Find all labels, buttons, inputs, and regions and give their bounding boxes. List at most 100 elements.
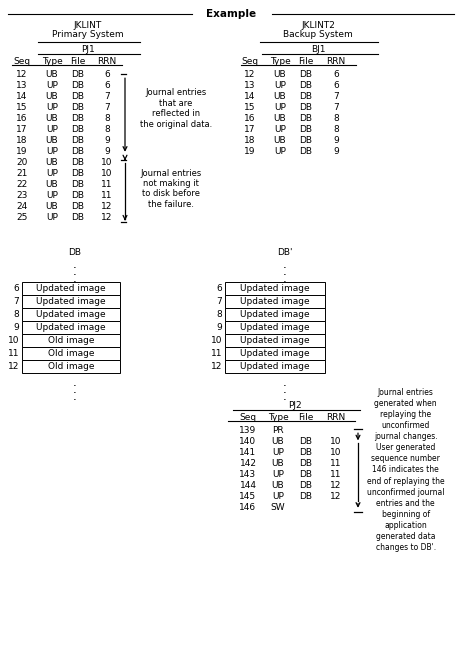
Text: 12: 12 — [244, 70, 255, 79]
Text: DB: DB — [299, 470, 312, 479]
Text: UB: UB — [274, 114, 286, 123]
Text: UB: UB — [46, 136, 58, 145]
Text: 24: 24 — [16, 202, 28, 211]
Text: RRN: RRN — [326, 57, 346, 66]
Text: DB: DB — [299, 114, 312, 123]
Text: 19: 19 — [244, 147, 256, 156]
Bar — [22, 334, 120, 347]
Text: 20: 20 — [16, 158, 28, 167]
Text: 10: 10 — [101, 158, 113, 167]
Text: DB: DB — [72, 81, 85, 90]
Text: DB: DB — [72, 169, 85, 178]
Text: 8: 8 — [333, 114, 339, 123]
Text: 13: 13 — [16, 81, 28, 90]
Text: Type: Type — [42, 57, 62, 66]
Text: DB: DB — [299, 136, 312, 145]
Text: 12: 12 — [101, 202, 113, 211]
Text: 6: 6 — [333, 81, 339, 90]
Text: DB': DB' — [277, 248, 293, 257]
Text: 12: 12 — [330, 492, 342, 501]
Text: 145: 145 — [239, 492, 256, 501]
Text: DB: DB — [299, 70, 312, 79]
Text: 6: 6 — [333, 70, 339, 79]
Text: Updated image: Updated image — [240, 349, 310, 358]
Text: DB: DB — [299, 481, 312, 490]
Bar — [22, 360, 120, 373]
Text: UP: UP — [274, 103, 286, 112]
Text: 11: 11 — [211, 349, 222, 358]
Text: 12: 12 — [16, 70, 28, 79]
Bar — [22, 321, 120, 334]
Text: DB: DB — [72, 191, 85, 200]
Text: 9: 9 — [216, 323, 222, 332]
Text: 140: 140 — [239, 437, 256, 446]
Text: UP: UP — [46, 191, 58, 200]
Text: 7: 7 — [216, 297, 222, 306]
Text: .: . — [73, 258, 77, 271]
Text: 9: 9 — [333, 147, 339, 156]
Text: UB: UB — [46, 70, 58, 79]
Text: 6: 6 — [216, 284, 222, 293]
Text: UB: UB — [272, 459, 284, 468]
Text: Old image: Old image — [48, 349, 94, 358]
Bar — [22, 295, 120, 308]
Text: 9: 9 — [13, 323, 19, 332]
Text: Updated image: Updated image — [240, 284, 310, 293]
Text: DB: DB — [68, 248, 81, 257]
Text: 7: 7 — [13, 297, 19, 306]
Bar — [22, 282, 120, 295]
Text: Primary System: Primary System — [52, 30, 124, 39]
Text: Type: Type — [267, 413, 288, 422]
Text: JKLINT2: JKLINT2 — [301, 21, 335, 30]
Text: 10: 10 — [101, 169, 113, 178]
Text: .: . — [73, 272, 77, 285]
Text: Updated image: Updated image — [36, 297, 106, 306]
Text: UP: UP — [46, 81, 58, 90]
Text: 10: 10 — [330, 448, 342, 457]
Text: UB: UB — [272, 481, 284, 490]
Text: Backup System: Backup System — [283, 30, 353, 39]
Text: 8: 8 — [104, 114, 110, 123]
Text: 11: 11 — [7, 349, 19, 358]
Bar — [225, 334, 325, 347]
Text: 143: 143 — [239, 470, 256, 479]
Text: 17: 17 — [16, 125, 28, 134]
Text: .: . — [73, 265, 77, 278]
Text: UB: UB — [46, 158, 58, 167]
Text: 7: 7 — [333, 103, 339, 112]
Text: File: File — [298, 57, 314, 66]
Text: Journal entries
not making it
to disk before
the failure.: Journal entries not making it to disk be… — [140, 169, 201, 209]
Text: 13: 13 — [244, 81, 256, 90]
Text: 25: 25 — [16, 213, 28, 222]
Text: File: File — [298, 413, 314, 422]
Text: 6: 6 — [104, 70, 110, 79]
Text: BJ1: BJ1 — [311, 45, 325, 54]
Text: Updated image: Updated image — [36, 310, 106, 319]
Text: UP: UP — [46, 169, 58, 178]
Text: UB: UB — [46, 92, 58, 101]
Text: DB: DB — [72, 202, 85, 211]
Text: 12: 12 — [8, 362, 19, 371]
Text: PR: PR — [272, 426, 284, 435]
Text: Seq: Seq — [239, 413, 256, 422]
Text: UP: UP — [46, 103, 58, 112]
Text: DB: DB — [72, 147, 85, 156]
Bar — [225, 295, 325, 308]
Text: RRN: RRN — [97, 57, 116, 66]
Text: .: . — [73, 383, 77, 396]
Text: 8: 8 — [13, 310, 19, 319]
Text: 141: 141 — [239, 448, 256, 457]
Text: Old image: Old image — [48, 362, 94, 371]
Text: Seq: Seq — [13, 57, 30, 66]
Text: 7: 7 — [104, 103, 110, 112]
Text: 139: 139 — [239, 426, 256, 435]
Text: DB: DB — [72, 158, 85, 167]
Text: UP: UP — [46, 213, 58, 222]
Text: .: . — [73, 390, 77, 403]
Text: 12: 12 — [211, 362, 222, 371]
Text: 11: 11 — [101, 191, 113, 200]
Text: DB: DB — [72, 103, 85, 112]
Text: 14: 14 — [16, 92, 28, 101]
Text: 146: 146 — [239, 503, 256, 512]
Text: UP: UP — [274, 81, 286, 90]
